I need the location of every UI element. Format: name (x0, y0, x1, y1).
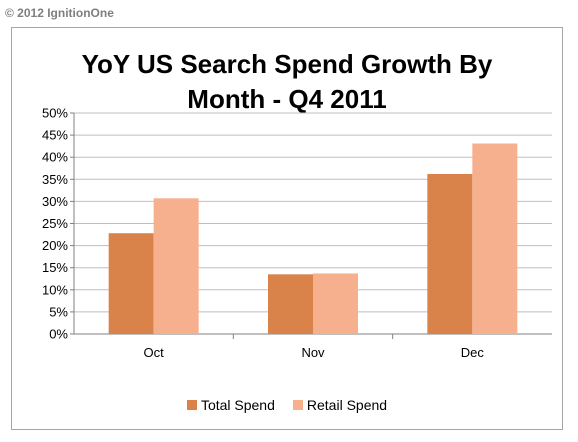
chart-title: YoY US Search Spend Growth By Month - Q4… (12, 47, 562, 117)
y-tick-label: 25% (42, 216, 68, 231)
y-tick-label: 20% (42, 238, 68, 253)
y-tick-label: 10% (42, 282, 68, 297)
y-tick-label: 5% (49, 304, 68, 319)
y-tick-label: 50% (42, 106, 68, 121)
bar-retail-spend-oct (153, 198, 199, 334)
chart-title-line-1: YoY US Search Spend Growth By (81, 49, 493, 79)
legend-item-retail-spend: Retail Spend (292, 397, 388, 413)
legend-label-total-spend: Total Spend (200, 397, 275, 413)
bar-total-spend-dec (427, 173, 473, 334)
y-tick-label: 45% (42, 128, 68, 143)
chart-plot: 0% 5% 10% 15% 20% 25% 30% 35% 40% 45% 50% Oct Nov Dec (42, 106, 552, 360)
legend-swatch-retail-spend (292, 400, 303, 410)
legend-item-total-spend: Total Spend (186, 397, 275, 413)
x-tick-label: Dec (461, 345, 485, 360)
copyright-notice: © 2012 IgnitionOne (5, 6, 114, 20)
y-tick-label: 40% (42, 150, 68, 165)
bar-total-spend-nov (268, 274, 313, 334)
bar-retail-spend-dec (472, 143, 518, 334)
x-tick-label: Oct (144, 345, 165, 360)
legend-label-retail-spend: Retail Spend (306, 397, 388, 413)
chart-area: YoY US Search Spend Growth By Month - Q4… (11, 27, 563, 430)
x-tick-label: Nov (301, 345, 325, 360)
chart-title-line-2: Month - Q4 2011 (187, 84, 387, 114)
y-tick-label: 0% (49, 327, 68, 342)
legend-swatch-total-spend (186, 400, 197, 410)
y-tick-label: 35% (42, 172, 68, 187)
bar-retail-spend-nov (313, 273, 358, 334)
bar-total-spend-oct (108, 233, 154, 334)
y-tick-label: 15% (42, 260, 68, 275)
y-tick-label: 30% (42, 194, 68, 209)
chart-legend: Total Spend Retail Spend (12, 397, 562, 413)
